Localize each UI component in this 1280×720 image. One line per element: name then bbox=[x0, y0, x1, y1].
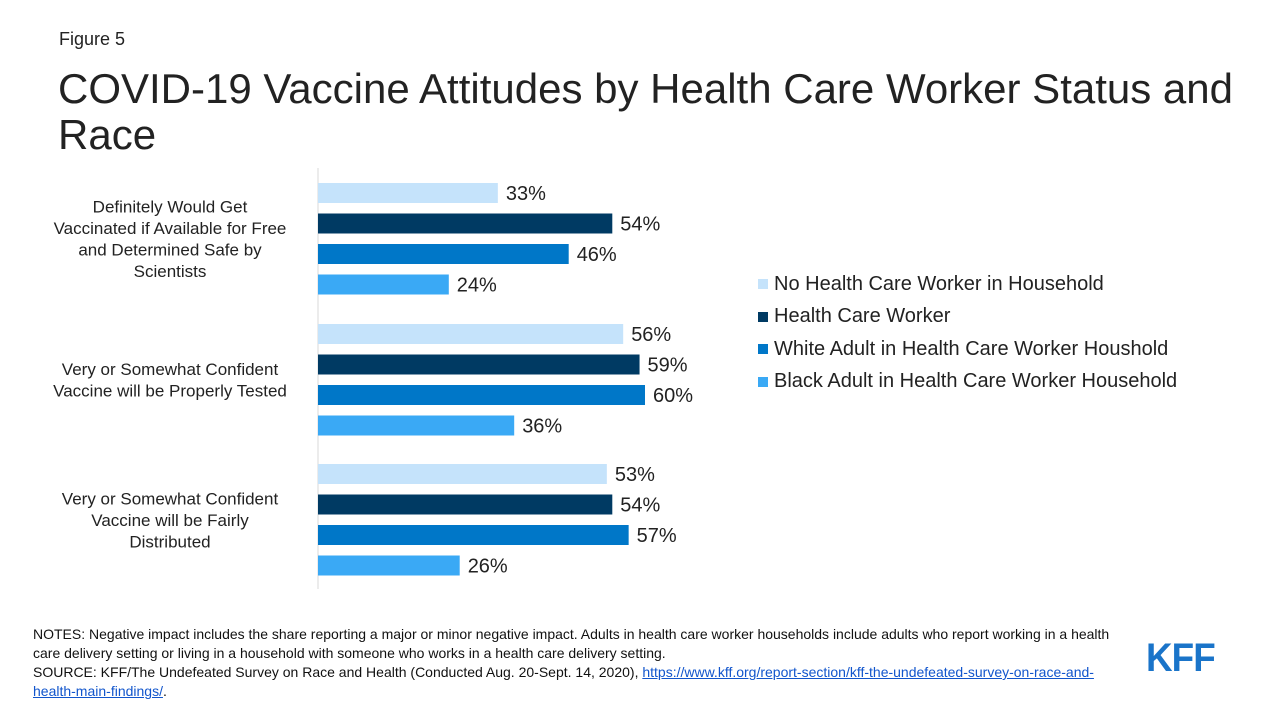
legend-label: No Health Care Worker in Household bbox=[774, 272, 1104, 295]
legend-item: White Adult in Health Care Worker Housho… bbox=[758, 333, 1177, 366]
data-label: 60% bbox=[653, 385, 693, 407]
bar bbox=[318, 213, 613, 234]
data-label: 24% bbox=[457, 275, 497, 297]
source-line: SOURCE: KFF/The Undefeated Survey on Rac… bbox=[33, 663, 1123, 701]
legend-label: Black Adult in Health Care Worker Househ… bbox=[774, 370, 1178, 393]
bar bbox=[318, 525, 629, 545]
bar bbox=[318, 555, 460, 576]
kff-logo: KFF bbox=[1146, 636, 1216, 680]
legend-swatch bbox=[758, 311, 768, 322]
legend-item: Health Care Worker bbox=[758, 301, 1177, 334]
data-label: 26% bbox=[468, 556, 508, 578]
bar bbox=[318, 415, 515, 436]
bar bbox=[318, 244, 569, 264]
notes-text: NOTES: Negative impact includes the shar… bbox=[33, 626, 1110, 661]
data-label: 59% bbox=[648, 355, 688, 377]
legend-item: No Health Care Worker in Household bbox=[758, 268, 1177, 301]
bar bbox=[318, 183, 498, 203]
data-label: 54% bbox=[620, 214, 660, 236]
bar bbox=[318, 354, 640, 375]
source-suffix: . bbox=[162, 683, 167, 699]
bar bbox=[318, 324, 624, 344]
data-label: 36% bbox=[522, 416, 562, 438]
data-label: 46% bbox=[577, 244, 617, 266]
data-label: 57% bbox=[637, 525, 677, 547]
legend-label: Health Care Worker bbox=[774, 305, 951, 328]
source-link[interactable]: https://www.kff.org/report-section/kff-t… bbox=[33, 664, 1094, 699]
bar bbox=[318, 385, 645, 405]
legend-swatch bbox=[758, 376, 768, 387]
legend-label: White Adult in Health Care Worker Housho… bbox=[774, 337, 1169, 360]
bar bbox=[318, 274, 449, 295]
bar-chart: Definitely Would Get Vaccinated if Availa… bbox=[53, 168, 693, 589]
figure-label: Figure 5 bbox=[59, 29, 126, 49]
data-label: 53% bbox=[615, 464, 655, 486]
legend-item: Black Adult in Health Care Worker Househ… bbox=[758, 366, 1177, 399]
data-label: 54% bbox=[620, 495, 660, 517]
notes-section: NOTES: Negative impact includes the shar… bbox=[33, 625, 1123, 701]
category-label: Definitely Would Get Vaccinated if Availa… bbox=[54, 198, 287, 282]
source-text: SOURCE: KFF/The Undefeated Survey on Rac… bbox=[33, 664, 643, 680]
chart-legend: No Health Care Worker in Household Health… bbox=[758, 268, 1177, 398]
bar bbox=[318, 494, 613, 515]
bar bbox=[318, 464, 607, 484]
data-label: 33% bbox=[506, 183, 546, 205]
data-label: 56% bbox=[631, 324, 671, 346]
chart-title: COVID-19 Vaccine Attitudes by Health Car… bbox=[58, 65, 1233, 158]
legend-swatch bbox=[758, 279, 768, 290]
legend-swatch bbox=[758, 344, 768, 355]
category-label: Very or Somewhat Confident Vaccine will b… bbox=[53, 360, 287, 401]
category-label: Very or Somewhat Confident Vaccine will b… bbox=[62, 489, 279, 551]
